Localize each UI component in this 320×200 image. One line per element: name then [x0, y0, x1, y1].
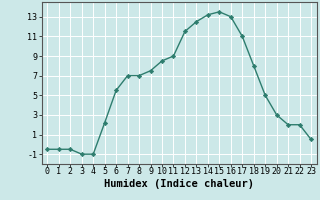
X-axis label: Humidex (Indice chaleur): Humidex (Indice chaleur)	[104, 179, 254, 189]
